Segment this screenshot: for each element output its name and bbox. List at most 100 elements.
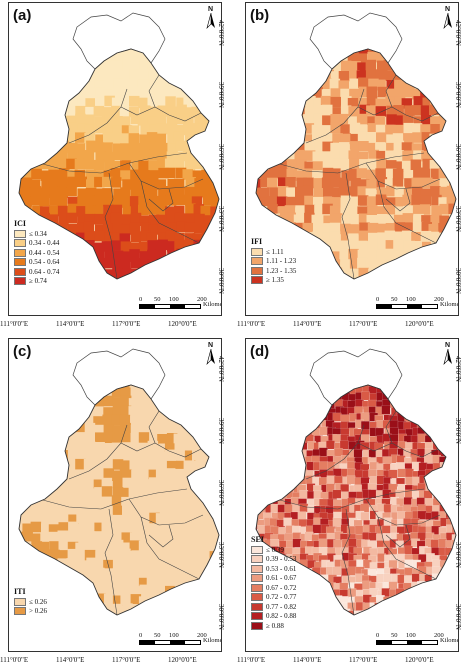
county-cell <box>303 267 315 278</box>
county-cell <box>175 386 186 398</box>
county-cell <box>348 106 359 117</box>
legend-swatch <box>14 277 26 286</box>
county-cell <box>358 230 370 242</box>
county-cell <box>158 487 169 499</box>
county-cell <box>201 177 213 188</box>
county-cell <box>256 454 266 464</box>
county-cell <box>23 504 34 516</box>
county-cell <box>358 49 369 54</box>
scale-tick-label: 0 <box>139 296 143 303</box>
county-cell <box>402 114 414 126</box>
county-cell <box>175 558 186 569</box>
county-cell <box>420 195 432 206</box>
county-cell <box>185 611 196 615</box>
county-cell <box>277 62 289 73</box>
legend-swatch <box>251 247 263 256</box>
county-cell <box>302 49 313 53</box>
latitude-label: 42°0'0"N <box>454 356 462 382</box>
county-cell <box>256 441 260 451</box>
county-cell <box>49 613 61 615</box>
county-cell <box>113 188 124 199</box>
longitude-label: 117°0'0"E <box>112 656 141 664</box>
county-cell <box>185 107 196 118</box>
county-cell <box>57 397 68 408</box>
county-cell <box>209 406 219 418</box>
county-cell <box>319 461 329 471</box>
county-cell <box>130 505 142 517</box>
county-cell <box>319 426 329 436</box>
county-cell <box>74 450 86 461</box>
longitude-axis: 111°0'0"E 114°0'0"E 117°0'0"E 120°0'0"E <box>237 656 464 666</box>
county-cell <box>318 399 328 408</box>
county-cell <box>386 105 397 117</box>
county-cell <box>335 618 344 627</box>
county-cell <box>50 594 61 606</box>
county-cell <box>31 504 43 515</box>
county-cell <box>165 496 176 507</box>
county-cell <box>262 435 272 445</box>
county-cell <box>285 385 295 394</box>
county-cell <box>271 406 281 416</box>
county-cell <box>183 269 194 279</box>
county-cell <box>424 617 433 626</box>
county-cell <box>75 105 86 117</box>
county-cell <box>157 285 168 296</box>
county-cell <box>156 497 167 508</box>
county-cell <box>278 421 287 431</box>
county-cell <box>173 131 185 143</box>
county-cell <box>95 513 106 524</box>
county-cell <box>140 514 151 525</box>
county-cell <box>404 178 415 189</box>
county-cell <box>357 195 369 206</box>
county-cell <box>394 124 405 136</box>
county-cell <box>167 622 178 633</box>
scale-tick-label: 50 <box>391 632 398 639</box>
county-cell <box>383 573 393 583</box>
county-cell <box>270 412 280 422</box>
county-cell <box>39 141 50 153</box>
county-cell <box>323 186 334 197</box>
county-cell <box>138 89 149 100</box>
county-cell <box>453 587 456 597</box>
county-cell <box>39 494 51 506</box>
county-cell <box>19 486 23 497</box>
county-cell <box>102 142 113 153</box>
county-cell <box>347 269 359 279</box>
county-cell <box>325 609 335 615</box>
county-cell <box>447 231 456 243</box>
county-cell <box>121 532 132 543</box>
county-cell <box>138 487 150 499</box>
county-cell <box>146 576 158 587</box>
county-cell <box>292 400 302 410</box>
county-cell <box>76 206 87 217</box>
county-cell <box>30 105 41 116</box>
county-cell <box>48 524 60 535</box>
county-cell <box>102 506 113 517</box>
county-cell <box>58 413 69 425</box>
county-cell <box>453 386 456 396</box>
county-cell <box>210 187 219 199</box>
county-cell <box>203 285 214 296</box>
county-cell <box>22 113 33 125</box>
county-cell <box>66 95 78 107</box>
county-cell <box>322 203 333 215</box>
county-cell <box>424 385 434 394</box>
county-cell <box>182 169 193 180</box>
county-cell <box>389 610 398 615</box>
county-cell <box>76 275 87 279</box>
county-cell <box>58 250 69 262</box>
province-border <box>341 508 355 615</box>
county-cell <box>332 489 342 499</box>
county-cell <box>21 434 33 445</box>
province-border <box>104 172 118 279</box>
legend-swatch <box>14 229 26 238</box>
county-cell <box>438 582 448 592</box>
county-cell <box>312 587 322 597</box>
county-cell <box>256 468 260 478</box>
county-cell <box>83 260 94 271</box>
county-cell <box>437 385 447 389</box>
county-cell <box>182 504 194 515</box>
county-cell <box>32 205 43 216</box>
county-cell <box>377 60 388 72</box>
county-cell <box>139 531 150 543</box>
